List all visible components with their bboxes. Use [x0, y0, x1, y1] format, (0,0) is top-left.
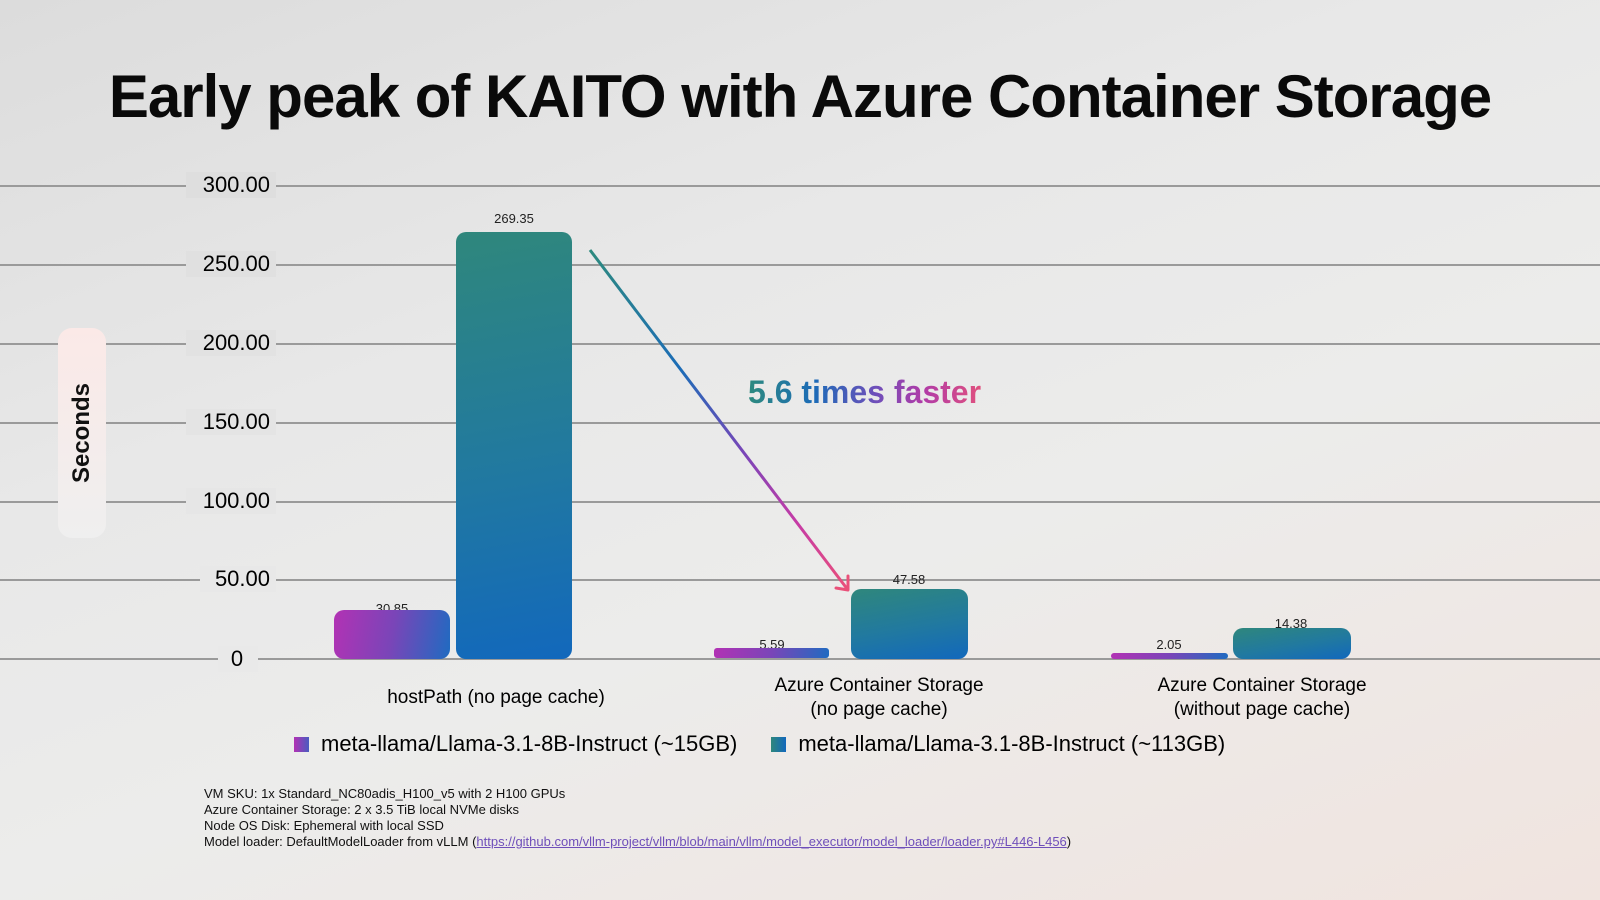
y-tick: 300.00	[186, 172, 276, 198]
gridline-0	[0, 658, 1600, 660]
y-axis-label-pill	[58, 328, 106, 538]
y-tick: 200.00	[186, 330, 276, 356]
y-tick: 250.00	[186, 251, 276, 277]
legend-swatch-icon	[771, 736, 787, 752]
y-tick: 150.00	[186, 409, 276, 435]
note-vm-sku: VM SKU: 1x Standard_NC80adis_H100_v5 wit…	[204, 786, 566, 801]
value-label: 2.05	[1156, 637, 1182, 652]
value-label: 269.35	[494, 211, 534, 226]
gridline-300	[0, 185, 1600, 187]
y-tick: 0	[218, 646, 258, 672]
value-label: 47.58	[892, 572, 926, 587]
bar-acs-without-cache-15gb	[1111, 653, 1228, 659]
legend: meta-llama/Llama-3.1-8B-Instruct (~15GB)…	[294, 731, 1259, 757]
x-category-label: Azure Container Storage (no page cache)	[774, 675, 984, 720]
bar-hostpath-113gb	[456, 232, 572, 659]
bar-acs-no-cache-113gb	[851, 589, 968, 659]
legend-item-113gb: meta-llama/Llama-3.1-8B-Instruct (~113GB…	[771, 731, 1225, 757]
speedup-annotation: 5.6 times faster	[748, 374, 982, 410]
x-category-label: hostPath (no page cache)	[387, 687, 605, 708]
value-label: 14.38	[1274, 616, 1308, 631]
legend-swatch-icon	[294, 736, 309, 752]
loader-source-link[interactable]: https://github.com/vllm-project/vllm/blo…	[476, 834, 1067, 849]
note-storage: Azure Container Storage: 2 x 3.5 TiB loc…	[204, 802, 520, 817]
x-category-label: Azure Container Storage (without page ca…	[1157, 675, 1367, 720]
bar-acs-without-cache-113gb	[1233, 628, 1351, 659]
note-os-disk: Node OS Disk: Ephemeral with local SSD	[204, 818, 444, 833]
y-tick: 50.00	[200, 566, 276, 592]
bar-acs-no-cache-15gb	[714, 648, 829, 658]
y-tick: 100.00	[186, 488, 276, 514]
footnotes: VM SKU: 1x Standard_NC80adis_H100_v5 wit…	[204, 786, 1071, 850]
y-axis-label: Seconds	[68, 382, 95, 484]
note-model-loader: Model loader: DefaultModelLoader from vL…	[204, 834, 1072, 849]
chart-title: Early peak of KAITO with Azure Container…	[108, 63, 1492, 130]
bar-hostpath-15gb	[334, 610, 450, 659]
legend-item-15gb: meta-llama/Llama-3.1-8B-Instruct (~15GB)	[294, 731, 737, 757]
